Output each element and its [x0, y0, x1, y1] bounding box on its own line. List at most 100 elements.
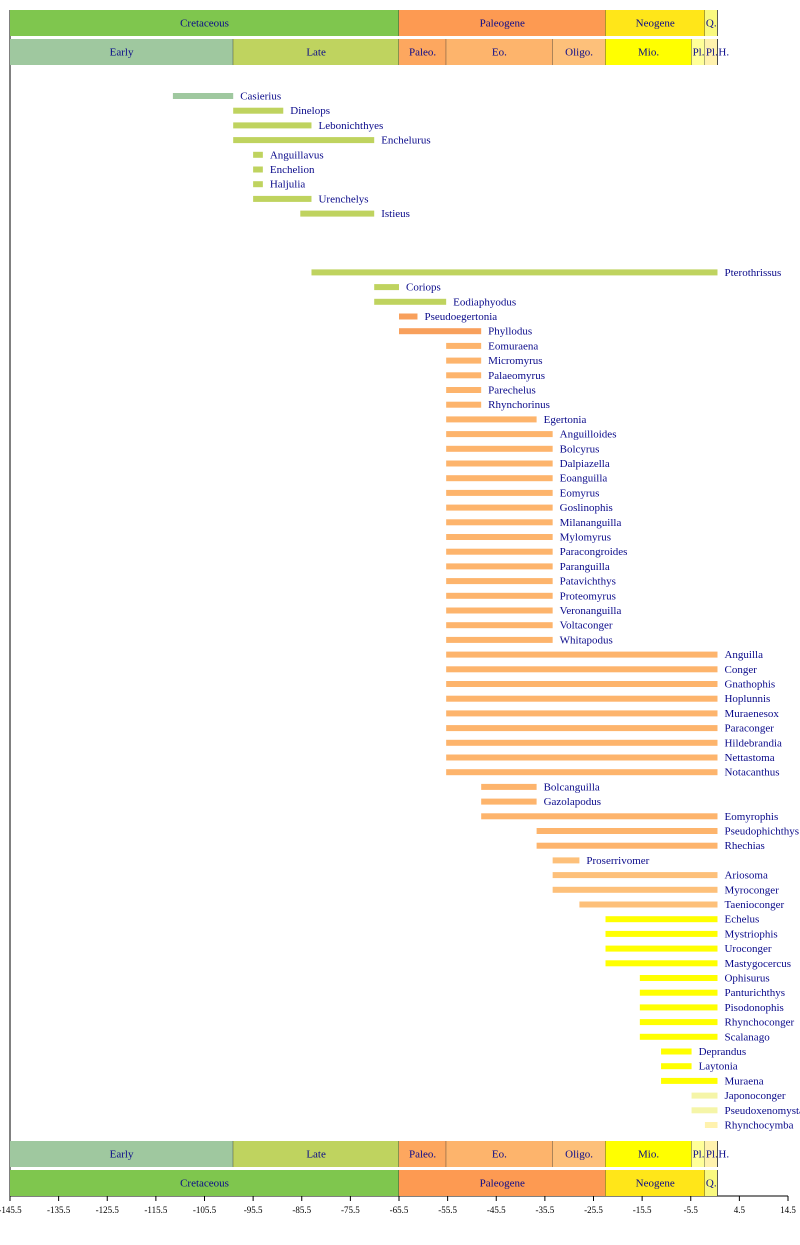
taxon-label: Enchelurus	[381, 135, 430, 147]
range-bar	[446, 695, 718, 702]
range-bar	[639, 1033, 718, 1040]
taxon-label: Paranguilla	[560, 561, 610, 573]
range-bar	[446, 681, 718, 687]
range-bar	[536, 828, 718, 834]
taxon-label: Palaeomyrus	[488, 370, 545, 382]
range-bar	[579, 901, 718, 908]
range-bar	[446, 534, 553, 540]
taxon-label: Pisodonophis	[724, 1002, 783, 1014]
range-bar	[446, 769, 718, 776]
range-bar	[446, 357, 482, 364]
range-bar	[374, 298, 447, 305]
range-bar	[704, 1122, 718, 1128]
band-label: Paleogene	[480, 18, 525, 30]
range-bar	[552, 872, 718, 879]
taxon-label: Pseudophichthys	[724, 826, 799, 838]
taxon-label: Eoanguilla	[560, 473, 608, 485]
band-label: Oligo.	[565, 47, 593, 59]
taxon-label: Mastygocercus	[724, 958, 791, 970]
taxon-label: Casierius	[240, 91, 281, 103]
range-bar	[639, 1004, 718, 1011]
taxon-label: Rhynchoconger	[724, 1017, 794, 1029]
taxon-label: Phyllodus	[488, 326, 532, 338]
range-bar	[446, 651, 718, 658]
range-bar	[172, 93, 234, 99]
taxon-label: Whitapodus	[560, 634, 613, 646]
range-bar	[639, 1019, 718, 1026]
x-tick-label: -85.5	[292, 1205, 311, 1215]
x-tick-label: -25.5	[584, 1205, 603, 1215]
band-label: Eo.	[492, 47, 507, 59]
time-band	[605, 10, 705, 36]
taxon-label: Eomyrophis	[724, 811, 778, 823]
taxon-label: Taenioconger	[724, 899, 784, 911]
band-label: Pl.	[693, 1149, 705, 1161]
taxon-label: Eodiaphyodus	[453, 296, 516, 308]
taxon-label: Micromyrus	[488, 355, 542, 367]
x-tick-label: -75.5	[341, 1205, 360, 1215]
time-band	[399, 39, 447, 65]
band-label: Neogene	[636, 1178, 675, 1190]
range-bar	[300, 210, 375, 217]
taxon-label: Mystriophis	[724, 928, 777, 940]
range-bar	[661, 1077, 718, 1084]
time-band	[399, 1141, 447, 1167]
time-band	[446, 39, 553, 65]
taxon-label: Patavichthys	[560, 576, 616, 588]
range-bar	[446, 592, 553, 599]
range-bar	[446, 504, 553, 511]
x-tick-label: -95.5	[244, 1205, 263, 1215]
range-bar	[374, 284, 399, 291]
time-band	[10, 10, 399, 36]
band-label: Paleo.	[409, 47, 436, 59]
taxon-label: Istieus	[381, 208, 410, 220]
taxon-label: Eomyrus	[560, 487, 600, 499]
time-band	[704, 10, 718, 36]
taxon-label: Echelus	[724, 914, 759, 926]
range-bar	[446, 372, 482, 379]
band-label: Eo.	[492, 1149, 507, 1161]
range-bar	[446, 475, 553, 482]
taxon-label: Rhynchocymba	[724, 1120, 793, 1132]
range-bar	[446, 739, 718, 746]
range-bar	[605, 930, 718, 937]
taxon-label: Pseudoxenomystax	[724, 1105, 800, 1117]
range-bar	[481, 813, 718, 820]
time-band	[10, 39, 234, 65]
band-label: Cretaceous	[180, 1178, 229, 1190]
taxon-label: Notacanthus	[724, 767, 779, 779]
taxon-label: Muraenesox	[724, 708, 779, 720]
band-label: Q.	[706, 1178, 717, 1190]
x-tick-label: -45.5	[487, 1205, 506, 1215]
x-tick-label: -105.5	[193, 1205, 217, 1215]
time-band	[446, 1141, 553, 1167]
time-band	[10, 1170, 399, 1196]
range-bar	[605, 960, 718, 967]
time-band	[10, 1141, 234, 1167]
taxon-label: Dinelops	[290, 105, 330, 117]
range-bar	[605, 945, 718, 952]
taxon-label: Myroconger	[724, 884, 779, 896]
taxon-label: Urenchelys	[318, 193, 368, 205]
range-bar	[253, 195, 312, 202]
range-bar	[446, 607, 553, 614]
time-band	[691, 39, 705, 65]
taxon-label: Voltaconger	[560, 620, 613, 632]
range-bar	[552, 886, 718, 893]
taxon-label: Deprandus	[699, 1046, 747, 1058]
range-bar	[661, 1063, 692, 1070]
taxon-label: Ophisurus	[724, 973, 769, 985]
taxon-label: Veronanguilla	[560, 605, 622, 617]
range-bar	[446, 754, 718, 761]
range-bar	[446, 342, 482, 349]
range-bar	[446, 401, 482, 408]
time-band	[704, 1170, 718, 1196]
time-band	[233, 1141, 399, 1167]
taxon-label: Milananguilla	[560, 517, 622, 529]
range-bar	[253, 166, 263, 173]
range-bar	[446, 519, 553, 526]
taxon-label: Proteomyrus	[560, 590, 616, 602]
taxon-label: Nettastoma	[724, 752, 774, 764]
taxon-label: Coriops	[406, 282, 441, 294]
taxon-label: Bolcanguilla	[544, 781, 600, 793]
